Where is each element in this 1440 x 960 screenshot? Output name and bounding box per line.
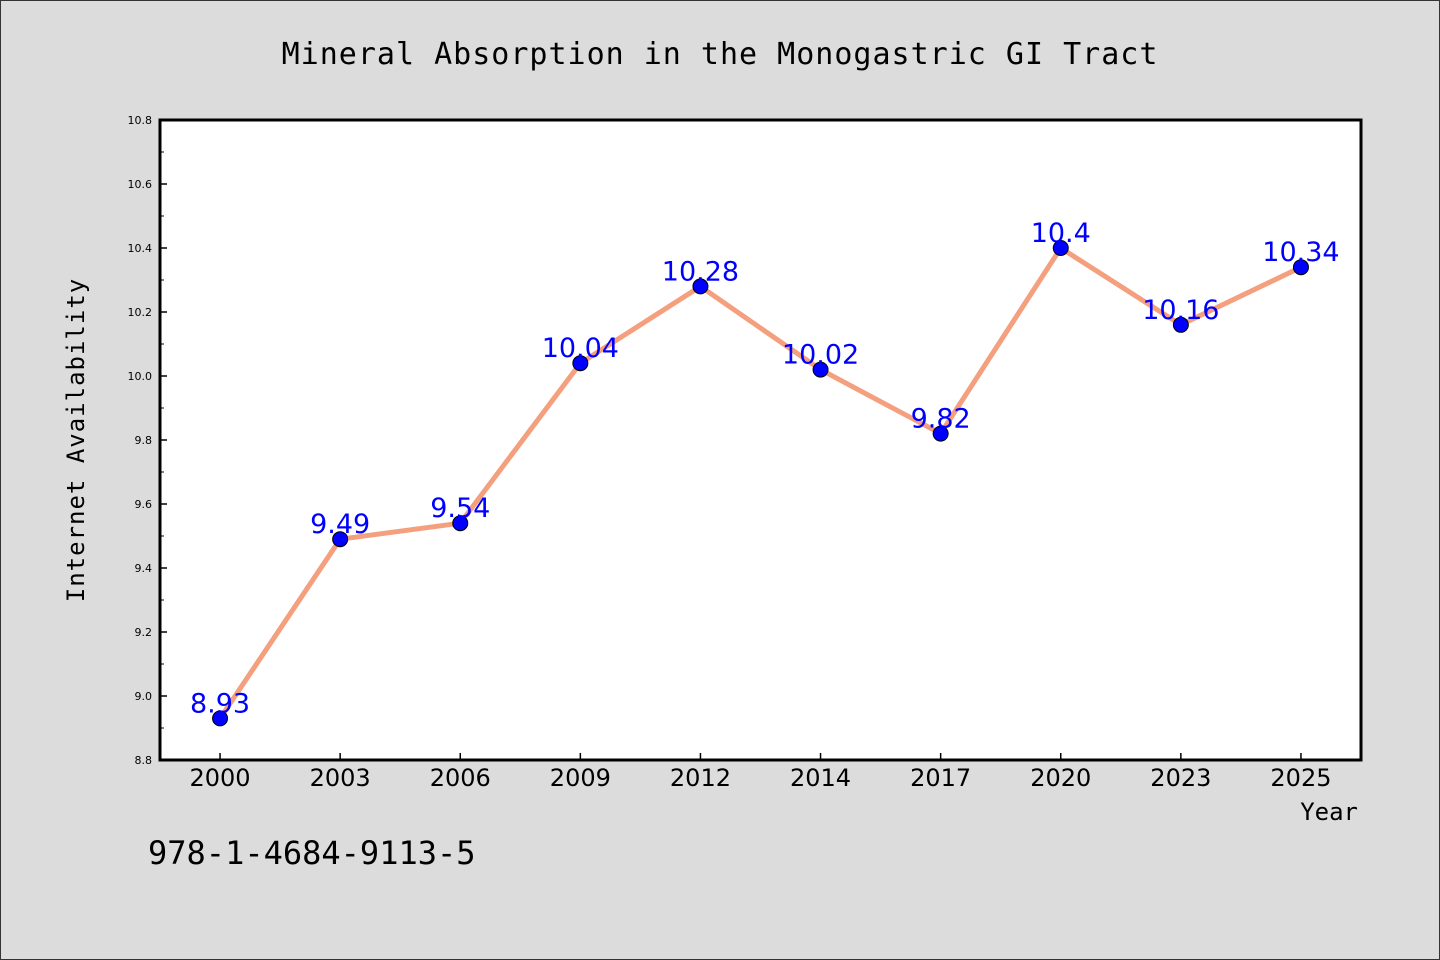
y-tick-label: 10.2 [128,306,153,319]
data-label: 10.4 [1031,218,1091,249]
y-tick-label: 10.4 [128,242,153,255]
y-tick-label: 8.8 [135,754,153,767]
x-tick-label: 2023 [1150,764,1211,792]
x-tick-label: 2000 [190,764,251,792]
y-axis: 8.8 9.0 9.2 9.4 9.6 9.8 10.0 10.2 10.4 10.6 10.8 [128,114,167,767]
x-tick-label: 2012 [670,764,731,792]
data-label: 10.02 [782,340,859,371]
y-axis-label: Internet Availability [62,278,90,602]
data-label: 8.93 [190,688,250,719]
y-tick-label: 9.2 [135,626,153,639]
x-axis-label: Year [1300,798,1358,826]
chart-title: Mineral Absorption in the Monogastric GI… [282,37,1159,72]
y-tick-label: 9.6 [135,498,153,511]
data-label: 10.34 [1262,237,1339,268]
plot-area [158,118,1363,762]
y-tick-label: 10.6 [128,178,153,191]
data-point [932,425,949,442]
data-point-group [212,240,1309,727]
data-label: 9.54 [430,493,490,524]
y-tick-label: 9.8 [135,434,153,447]
x-tick-label: 2017 [910,764,971,792]
data-point [572,355,589,372]
data-label: 10.16 [1142,295,1219,326]
x-tick-label: 2020 [1030,764,1091,792]
data-point [812,361,829,378]
x-tick-label: 2009 [550,764,611,792]
data-point [212,710,229,727]
y-tick-label: 10.0 [128,370,153,383]
x-tick-label: 2003 [310,764,371,792]
y-tick-label: 9.0 [135,690,153,703]
x-tick-label: 2025 [1270,764,1331,792]
data-label: 9.82 [911,404,971,435]
data-point [692,278,709,295]
footer-code: 978-1-4684-9113-5 [148,834,476,872]
data-label-group: 8.93 9.49 9.54 10.04 10.28 10.02 9.82 10.4 10.16… [190,218,1340,719]
x-axis: 2000 2003 2006 2009 2012 2014 2017 2020 2023 2025 [190,753,1331,792]
y-tick-label: 9.4 [135,562,153,575]
data-point [1292,259,1309,276]
x-tick-label: 2006 [430,764,491,792]
data-label: 10.04 [542,333,619,364]
data-point [452,515,469,532]
data-point [332,531,349,548]
y-tick-label: 10.8 [128,114,153,127]
data-label: 10.28 [662,256,739,287]
data-label: 9.49 [310,509,370,540]
data-point [1052,240,1069,256]
x-tick-label: 2014 [790,764,851,792]
data-point [1172,316,1189,333]
series-line-group [217,245,1303,720]
series-line [217,245,1303,720]
